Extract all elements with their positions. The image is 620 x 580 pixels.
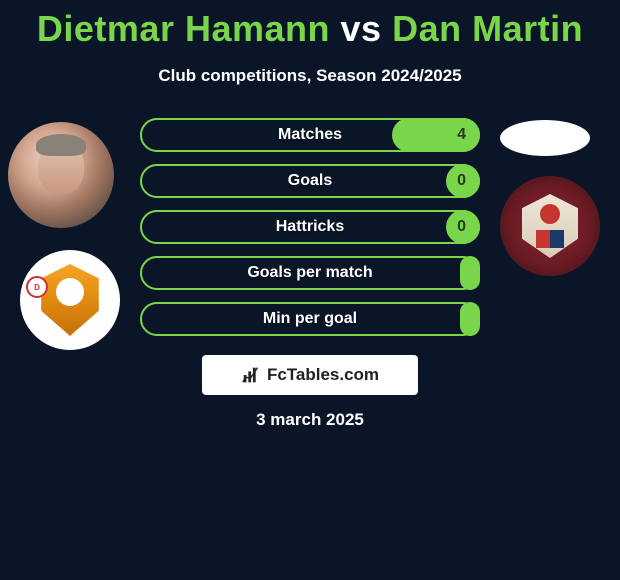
- stat-row-min-per-goal: Min per goal: [140, 302, 480, 336]
- stat-label: Hattricks: [140, 218, 480, 236]
- stat-label: Goals: [140, 172, 480, 190]
- stat-value-right: 0: [457, 218, 466, 236]
- stat-label: Matches: [140, 126, 480, 144]
- watermark: FcTables.com: [202, 355, 418, 395]
- player1-name: Dietmar Hamann: [37, 8, 330, 49]
- player2-name: Dan Martin: [392, 8, 583, 49]
- watermark-text: FcTables.com: [267, 365, 379, 385]
- date-text: 3 march 2025: [0, 410, 620, 430]
- stat-value-right: 4: [457, 126, 466, 144]
- stats-list: Matches 4 Goals 0 Hattricks 0 Goals per …: [140, 118, 480, 348]
- stat-row-goals: Goals 0: [140, 164, 480, 198]
- stat-label: Min per goal: [140, 310, 480, 328]
- page-title: Dietmar Hamann vs Dan Martin: [0, 0, 620, 50]
- player2-club-badge: [500, 176, 600, 276]
- stat-row-hattricks: Hattricks 0: [140, 210, 480, 244]
- stat-value-right: 0: [457, 172, 466, 190]
- comparison-card: Dietmar Hamann vs Dan Martin Club compet…: [0, 0, 620, 580]
- stat-row-goals-per-match: Goals per match: [140, 256, 480, 290]
- player1-avatar: [8, 122, 114, 228]
- stat-row-matches: Matches 4: [140, 118, 480, 152]
- vs-text: vs: [341, 8, 382, 49]
- subtitle: Club competitions, Season 2024/2025: [0, 66, 620, 86]
- chart-icon: [241, 364, 263, 386]
- player1-club-badge: D: [20, 250, 120, 350]
- stat-label: Goals per match: [140, 264, 480, 282]
- player2-avatar: [500, 120, 590, 156]
